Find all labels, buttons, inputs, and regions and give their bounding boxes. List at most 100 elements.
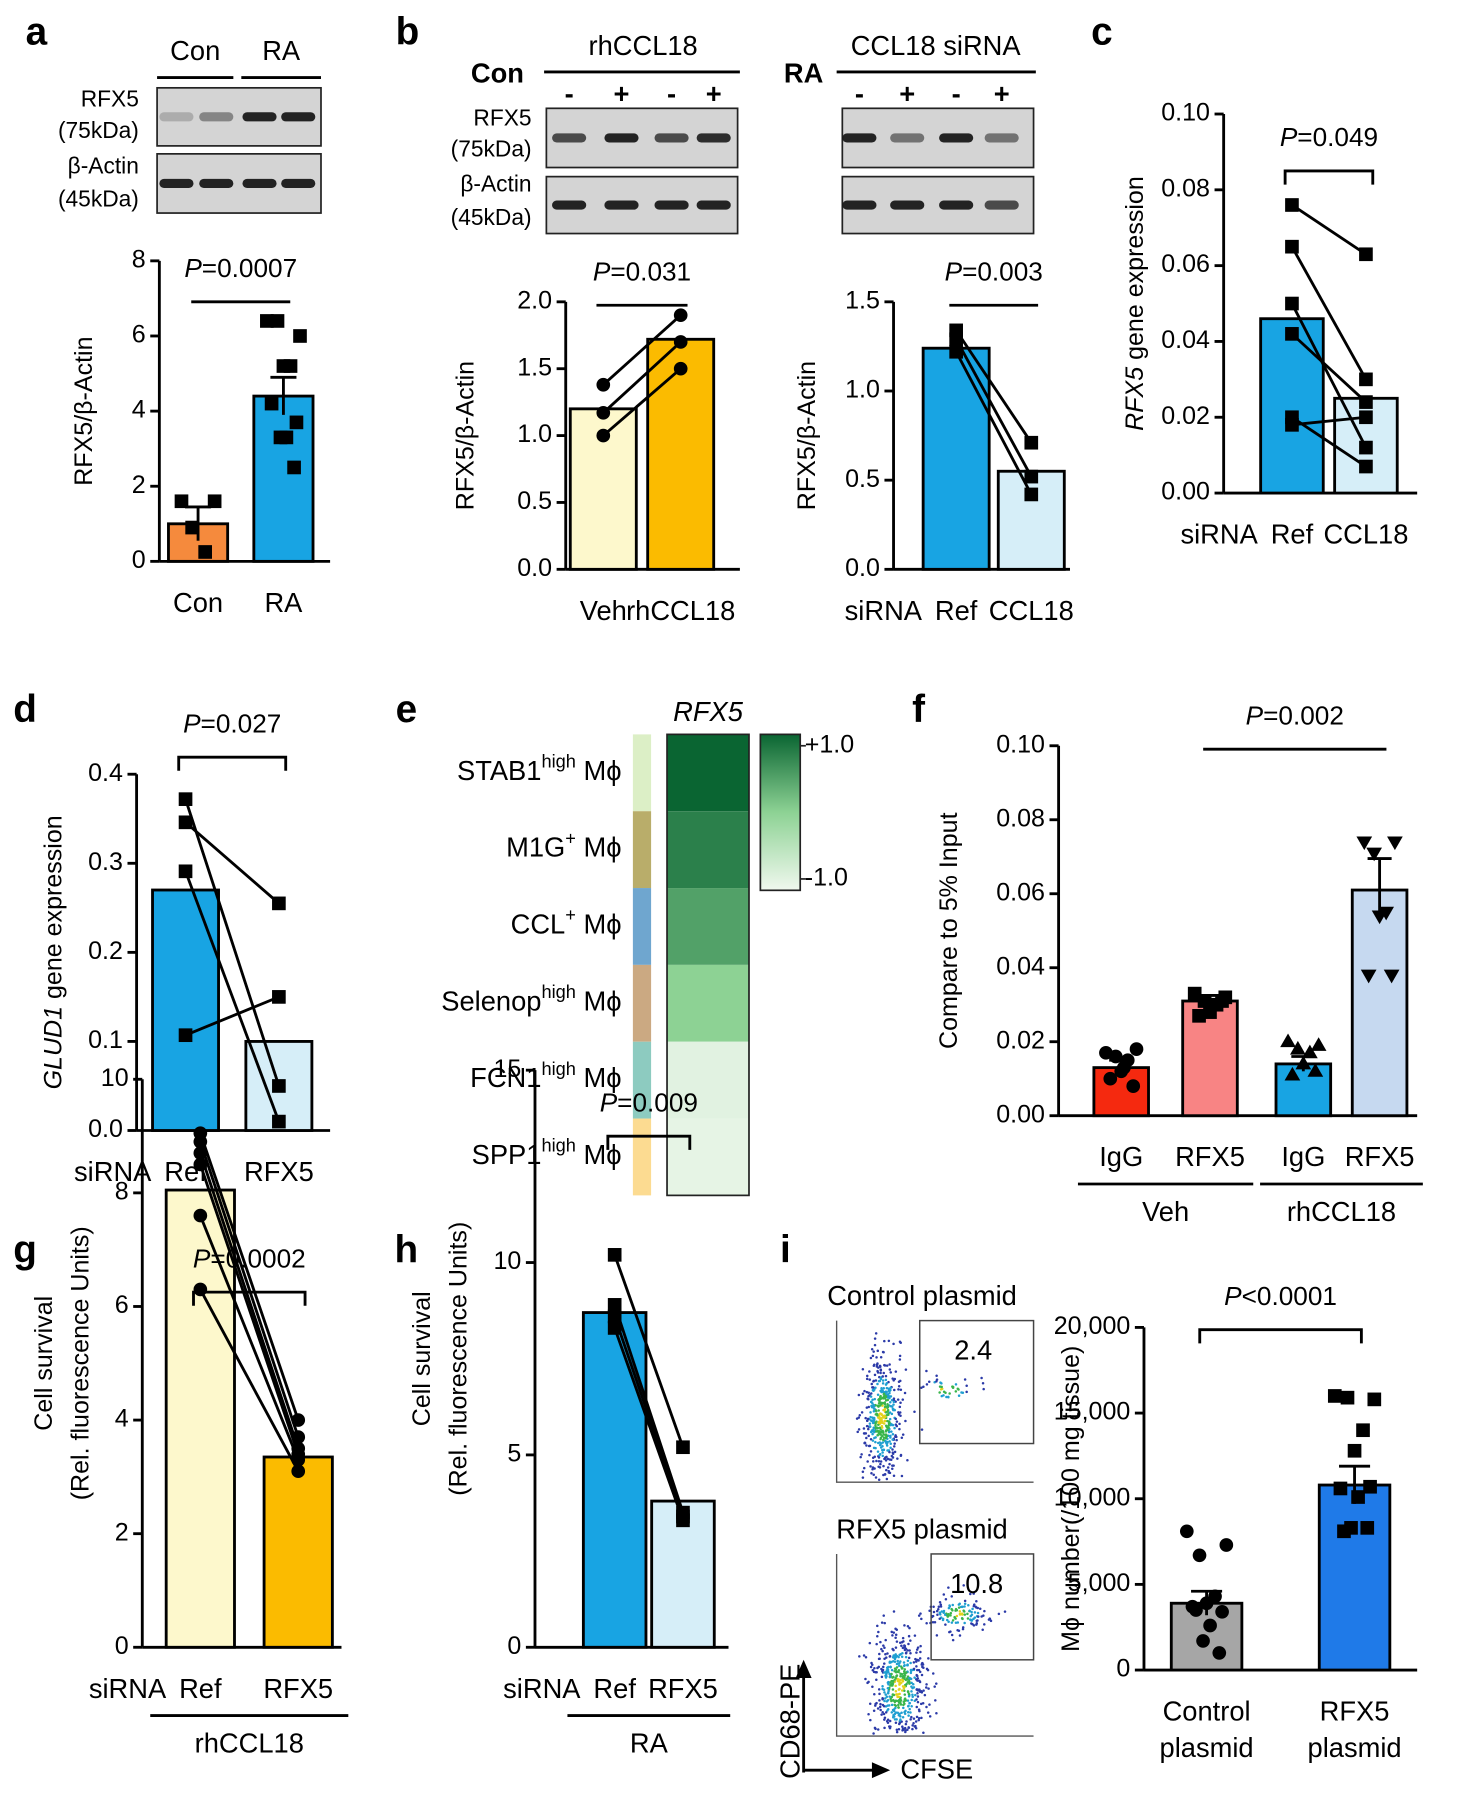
data-point (1129, 1042, 1144, 1056)
flow-event (940, 1385, 943, 1389)
flow-event (944, 1391, 947, 1395)
flow-event (869, 1395, 873, 1398)
flow-event (890, 1430, 893, 1433)
data-point (1359, 395, 1373, 409)
flow-event (869, 1392, 873, 1395)
flow-event (899, 1453, 903, 1457)
data-point (1359, 372, 1373, 387)
flow-event (910, 1668, 914, 1672)
italic-part: RFX5 (1121, 367, 1149, 431)
flow-event (899, 1675, 902, 1678)
flow-event (884, 1459, 888, 1462)
flow-event (903, 1689, 906, 1693)
pair-line (613, 1327, 685, 1521)
flow-event (861, 1476, 865, 1479)
flow-event (870, 1400, 873, 1404)
flow-event (867, 1712, 870, 1716)
flow-event (878, 1705, 882, 1709)
flow-event (905, 1720, 908, 1723)
flow-event (889, 1404, 893, 1408)
flow-event (904, 1655, 908, 1659)
x-tick-label: Ref (935, 595, 978, 626)
data-point (193, 1146, 208, 1160)
y-tick-label: 1.5 (845, 286, 880, 314)
pair-line (954, 351, 1033, 496)
pair-line (199, 1288, 300, 1472)
flow-event (861, 1470, 865, 1474)
flow-event (893, 1388, 896, 1392)
flow-event (903, 1391, 907, 1395)
x-prefix-label: siRNA (1180, 519, 1258, 550)
flow-event (878, 1432, 882, 1435)
flow-event (875, 1365, 879, 1368)
flow-event (885, 1666, 889, 1670)
flow-event (948, 1392, 951, 1395)
panel-letter: f (912, 688, 925, 731)
flow-event (941, 1618, 945, 1622)
flow-event (879, 1355, 883, 1359)
y-tick-label: 20,000 (1054, 1312, 1131, 1340)
flow-event (950, 1621, 954, 1624)
flow-event (887, 1426, 890, 1429)
flow-event (867, 1398, 870, 1401)
flow-event (907, 1692, 911, 1696)
data-point (1307, 1063, 1324, 1077)
flow-event (857, 1393, 861, 1397)
blot-lane-label: - (667, 78, 676, 109)
flow-event (899, 1341, 902, 1345)
data-point (1192, 1008, 1206, 1023)
panel-letter: d (13, 688, 37, 731)
bar (646, 337, 716, 571)
data-point (1280, 1033, 1296, 1048)
flow-event (895, 1674, 899, 1677)
flow-event (869, 1356, 873, 1360)
flow-event (976, 1611, 980, 1615)
flow-event (972, 1604, 976, 1608)
flow-event (944, 1623, 947, 1626)
data-point (1378, 906, 1395, 921)
flow-event (881, 1711, 884, 1714)
flow-event (954, 1609, 957, 1612)
flow-event (909, 1651, 912, 1655)
row-label-suffix: Mϕ (576, 755, 622, 786)
y-tick-label: 5 (507, 1440, 521, 1468)
row-annotation (632, 964, 652, 1042)
data-point (1117, 1060, 1131, 1075)
significance-bracket (1198, 1328, 1363, 1344)
data-point (1284, 1066, 1301, 1081)
x-tick-label: Ref (593, 1673, 636, 1704)
data-point (291, 1464, 306, 1479)
heatmap-cell (667, 811, 749, 889)
flow-event (933, 1685, 936, 1688)
flow-event (882, 1712, 886, 1716)
y-tick-label: 0.5 (845, 465, 880, 493)
flow-event (980, 1376, 983, 1380)
flow-event (903, 1712, 907, 1715)
flow-event (880, 1424, 884, 1428)
flow-event (939, 1388, 943, 1391)
pair-line (613, 1304, 685, 1514)
flow-event (888, 1695, 891, 1698)
data-point (1310, 1037, 1327, 1051)
flow-event (882, 1464, 885, 1468)
flow-event (889, 1665, 892, 1669)
blot-row-label: (75kDa) (451, 135, 532, 161)
y-axis-label: GLUD1 gene expression (39, 815, 67, 1089)
flow-event (888, 1462, 891, 1466)
flow-event (904, 1368, 908, 1371)
flow-event (945, 1395, 948, 1399)
data-point (1327, 1389, 1342, 1403)
flow-event (888, 1411, 892, 1414)
flow-event (863, 1441, 867, 1444)
blot-lane-label: + (706, 78, 722, 109)
flow-event (920, 1716, 923, 1720)
flow-event (957, 1394, 961, 1397)
flow-event (901, 1716, 905, 1719)
flow-event (888, 1675, 892, 1679)
flow-event (899, 1699, 903, 1702)
flow-event (954, 1621, 958, 1625)
flow-event (894, 1627, 897, 1630)
flow-event (900, 1436, 904, 1439)
flow-event (911, 1724, 914, 1727)
